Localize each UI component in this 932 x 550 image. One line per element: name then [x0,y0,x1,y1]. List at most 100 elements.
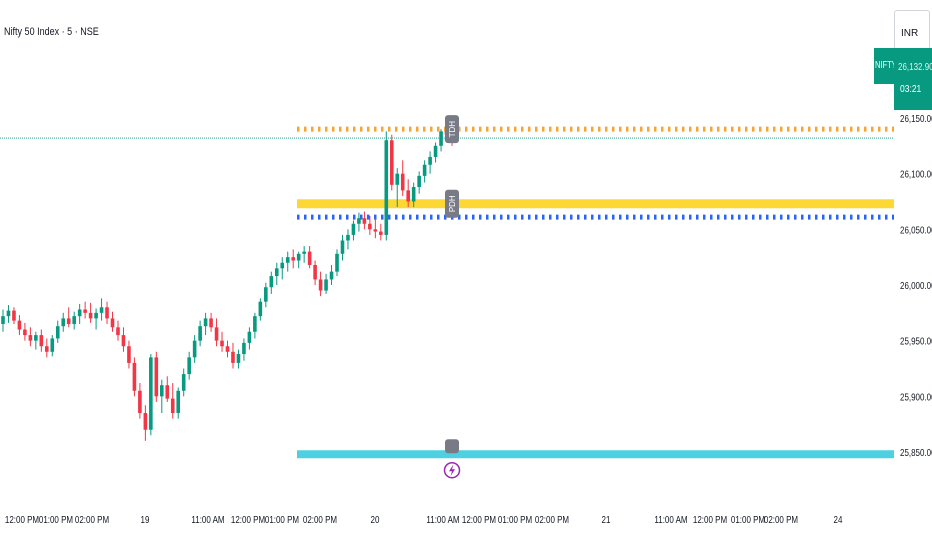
candle-body [269,276,274,288]
candle [165,376,170,402]
candle [335,249,339,277]
candle-body [39,335,44,347]
candle-body [12,310,16,321]
candle [66,307,71,328]
price-tick-label: 25,950.00 [900,336,932,347]
candle-body [1,316,5,324]
candle [247,327,252,350]
candle-body [428,156,432,165]
candle-body [368,223,372,230]
bar-countdown: 03:21 [900,84,922,95]
level-labels: TDH PDH [443,115,461,479]
time-tick-label: 12:00 PM [462,514,496,525]
time-tick-label: 19 [141,514,150,525]
candle-body [105,307,109,319]
candle [296,251,301,269]
candle [351,220,356,241]
candle-body [302,251,306,254]
candle [433,142,438,163]
candle [94,308,98,330]
candle [346,229,350,250]
level-label-tdh: TDH [445,115,459,144]
candle [307,246,312,269]
candle [138,382,142,419]
time-tick-label: 20 [371,514,380,525]
candle [362,211,367,230]
candle-body [143,413,148,430]
candle-body [88,312,93,319]
candle-body [362,218,367,224]
level-label-box [445,189,459,218]
candle-body [433,145,438,157]
price-axis[interactable]: 26,150.00 26,100.00 26,050.00 26,000.00 25,9… [900,113,932,458]
candle-body [45,346,49,352]
candle [324,273,328,294]
candle-body [154,357,159,397]
candle-body [34,335,38,341]
time-tick-label: 02:00 PM [303,514,337,525]
candle [411,182,416,208]
candle-body [94,312,98,319]
candle-body [395,173,400,185]
candle-body [296,253,301,261]
candle [258,298,263,321]
candle [154,351,159,402]
candle [395,168,400,208]
candle-body [280,262,285,269]
candle-body [439,131,443,146]
candle-body [159,385,164,397]
candle-body [258,301,263,317]
level-label-box [445,115,459,144]
candle [291,249,296,269]
candle [220,331,224,352]
candle [105,301,109,324]
chart-title: Nifty 50 Index · 5 · NSE [4,26,99,38]
candle-body [406,190,410,202]
candle [428,151,432,174]
candle [274,262,279,285]
candle-body [121,335,126,347]
candle-body [291,257,296,261]
candle [127,340,131,369]
candle [384,131,389,241]
time-axis[interactable]: 12:00 PM 01:00 PM 02:00 PM 19 11:00 AM 12:00 … [5,514,843,525]
last-price-value: 26,132.90 [898,62,932,73]
candle [357,212,361,232]
candle [110,311,115,332]
price-tick-label: 26,000.00 [900,280,932,291]
candle-body [307,251,312,265]
candle [231,342,235,369]
candle [50,335,55,357]
candle-body [203,318,208,327]
candle [6,305,11,323]
candle-body [417,175,421,188]
candle [318,271,323,297]
candle-body [247,331,252,343]
candle [439,129,443,152]
support-label-box [445,439,459,454]
candle [99,298,104,321]
candle-body [422,164,427,176]
candle [368,215,372,235]
time-tick-label: 24 [834,514,843,525]
candle-body [181,374,186,391]
candle [34,331,38,350]
candle-body [351,223,356,235]
candle [253,312,257,339]
candle-body [170,398,175,414]
candle [313,260,317,285]
candle-body [72,316,76,324]
candle-body [187,357,191,375]
candle-body [274,268,279,277]
candle [61,312,66,332]
candle [170,382,175,419]
time-tick-label: 02:00 PM [764,514,798,525]
time-tick-label: 21 [602,514,611,525]
candle-body [400,173,405,191]
candle-body [176,390,181,414]
candle-body [192,340,197,358]
candle [340,234,345,261]
candle [72,311,76,330]
time-tick-label: 12:00 PM [231,514,265,525]
